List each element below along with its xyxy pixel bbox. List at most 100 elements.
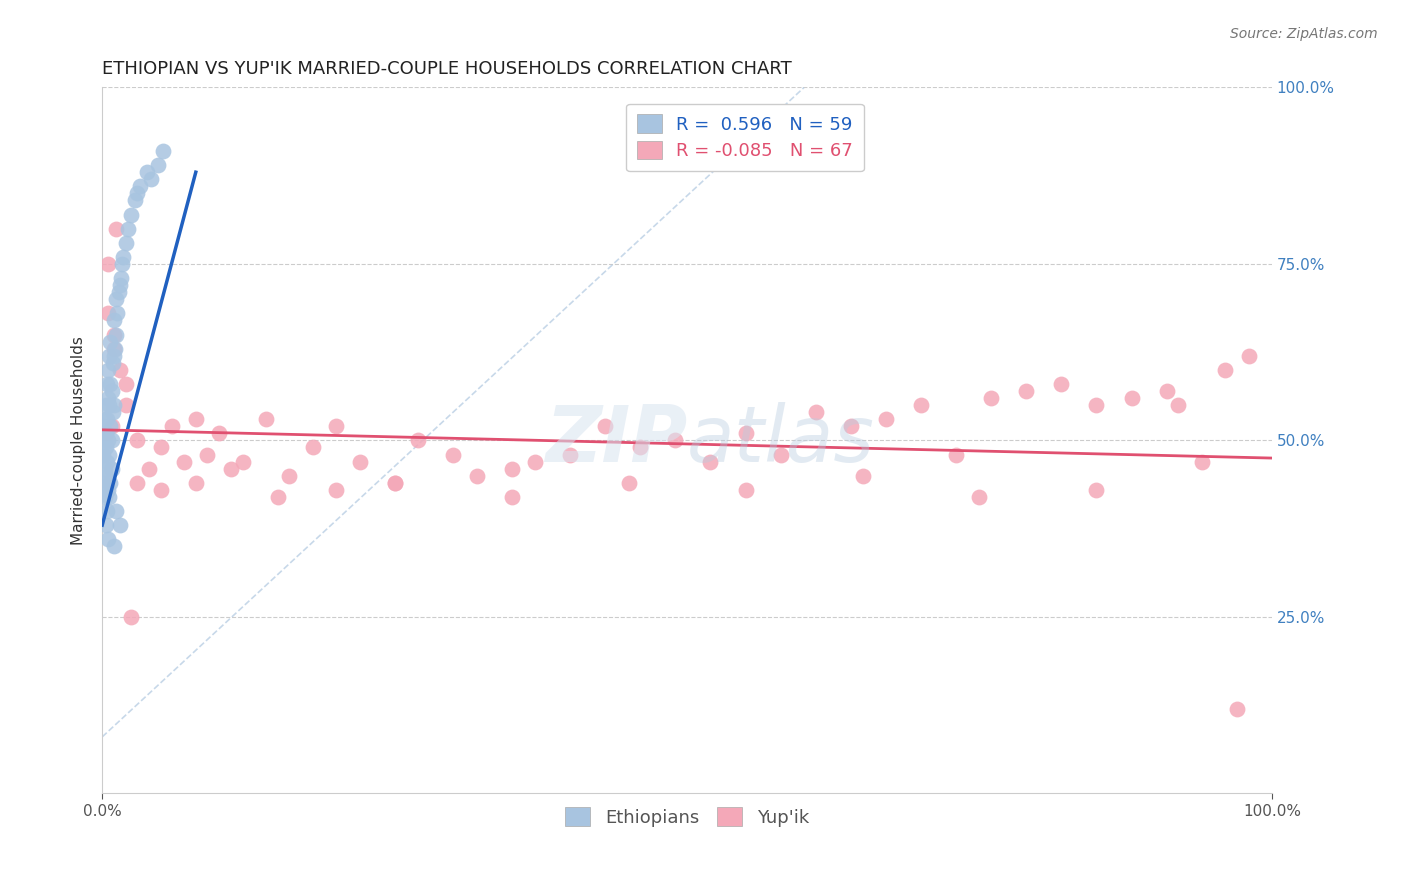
Point	[501, 490, 523, 504]
Point	[94, 468, 117, 483]
Point	[94, 441, 117, 455]
Point	[184, 475, 207, 490]
Point	[1191, 454, 1213, 468]
Text: ZIP: ZIP	[544, 402, 688, 478]
Point	[103, 342, 125, 356]
Point	[94, 426, 117, 441]
Point	[101, 405, 124, 419]
Point	[969, 490, 991, 504]
Point	[149, 483, 172, 497]
Point	[628, 441, 651, 455]
Point	[1156, 384, 1178, 398]
Point	[97, 483, 120, 497]
Point	[100, 434, 122, 448]
Point	[524, 454, 547, 468]
Point	[804, 405, 827, 419]
Point	[105, 221, 128, 235]
Point	[94, 398, 117, 412]
Point	[184, 412, 207, 426]
Point	[1050, 376, 1073, 391]
Point	[465, 468, 488, 483]
Point	[103, 349, 125, 363]
Point	[112, 250, 135, 264]
Point	[120, 610, 142, 624]
Point	[114, 398, 136, 412]
Point	[110, 271, 132, 285]
Point	[558, 448, 581, 462]
Point	[93, 461, 115, 475]
Point	[93, 412, 115, 426]
Point	[1121, 391, 1143, 405]
Point	[107, 306, 129, 320]
Point	[117, 221, 139, 235]
Point	[664, 434, 686, 448]
Point	[1085, 483, 1108, 497]
Point	[384, 475, 406, 490]
Point	[980, 391, 1002, 405]
Point	[97, 363, 120, 377]
Point	[1167, 398, 1189, 412]
Point	[127, 434, 149, 448]
Text: atlas: atlas	[688, 402, 875, 478]
Point	[945, 448, 967, 462]
Point	[769, 448, 792, 462]
Point	[197, 448, 219, 462]
Point	[93, 475, 115, 490]
Point	[910, 398, 932, 412]
Point	[97, 533, 120, 547]
Point	[734, 426, 756, 441]
Point	[266, 490, 288, 504]
Point	[699, 454, 721, 468]
Point	[94, 426, 117, 441]
Point	[124, 194, 146, 208]
Point	[93, 448, 115, 462]
Point	[617, 475, 640, 490]
Point	[501, 461, 523, 475]
Point	[734, 483, 756, 497]
Point	[101, 356, 124, 370]
Point	[96, 504, 118, 518]
Point	[98, 490, 121, 504]
Point	[152, 144, 174, 158]
Point	[100, 419, 122, 434]
Point	[93, 419, 115, 434]
Point	[100, 461, 122, 475]
Point	[96, 454, 118, 468]
Point	[105, 504, 128, 518]
Point	[96, 412, 118, 426]
Point	[105, 327, 128, 342]
Legend: Ethiopians, Yup'ik: Ethiopians, Yup'ik	[558, 800, 817, 834]
Point	[278, 468, 301, 483]
Point	[108, 518, 131, 533]
Point	[97, 434, 120, 448]
Point	[100, 419, 122, 434]
Point	[406, 434, 429, 448]
Text: Source: ZipAtlas.com: Source: ZipAtlas.com	[1230, 27, 1378, 41]
Y-axis label: Married-couple Households: Married-couple Households	[72, 336, 86, 545]
Point	[135, 165, 157, 179]
Point	[173, 454, 195, 468]
Point	[851, 468, 873, 483]
Point	[98, 349, 121, 363]
Point	[108, 278, 131, 293]
Point	[97, 306, 120, 320]
Point	[100, 334, 122, 349]
Point	[593, 419, 616, 434]
Point	[97, 391, 120, 405]
Point	[325, 483, 347, 497]
Point	[254, 412, 277, 426]
Point	[104, 342, 127, 356]
Point	[128, 179, 150, 194]
Point	[208, 426, 231, 441]
Point	[1015, 384, 1038, 398]
Point	[98, 448, 121, 462]
Point	[162, 419, 184, 434]
Point	[1237, 349, 1260, 363]
Point	[94, 518, 117, 533]
Point	[103, 313, 125, 327]
Point	[103, 539, 125, 553]
Point	[100, 376, 122, 391]
Point	[100, 475, 122, 490]
Point	[1213, 363, 1236, 377]
Point	[839, 419, 862, 434]
